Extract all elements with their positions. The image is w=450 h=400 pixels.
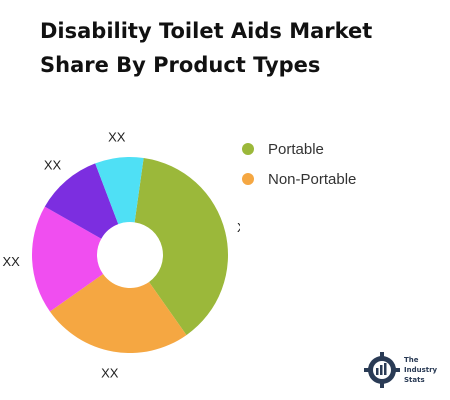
slice-label-3: XX [2,254,20,269]
slice-label-2: XX [101,365,119,380]
logo-gear-icon [364,352,400,388]
logo-line-3: Stats [404,376,425,384]
slice-label-5: XX [108,130,126,145]
legend-label-non-portable: Non-Portable [268,170,357,188]
donut-slice-3 [32,206,104,312]
slice-label-1: XX [237,220,240,235]
logo-line-2: Industry [404,366,438,374]
donut-slice-1 [134,157,228,336]
legend-swatch-portable [242,143,254,155]
logo-text: The Industry Stats [404,355,437,385]
slice-label-4: XX [44,158,62,173]
legend-item-portable: Portable [242,137,356,161]
legend-label-portable: Portable [268,140,324,158]
donut-slice-5 [95,157,144,225]
legend: Portable Non-Portable [242,137,356,197]
slice-labels: XX XX XX XX XX [2,130,240,380]
the-industry-stats-logo: The Industry Stats [364,352,437,388]
donut-chart: XX XX XX XX XX [2,130,240,380]
donut-slice-4 [44,163,119,239]
chart-title: Disability Toilet Aids Market Share By P… [40,19,373,77]
logo-line-1: The [404,356,419,364]
legend-swatch-non-portable [242,173,254,185]
donut-slice-2 [49,274,187,353]
legend-item-non-portable: Non-Portable [242,167,356,191]
donut-slices [32,157,228,353]
